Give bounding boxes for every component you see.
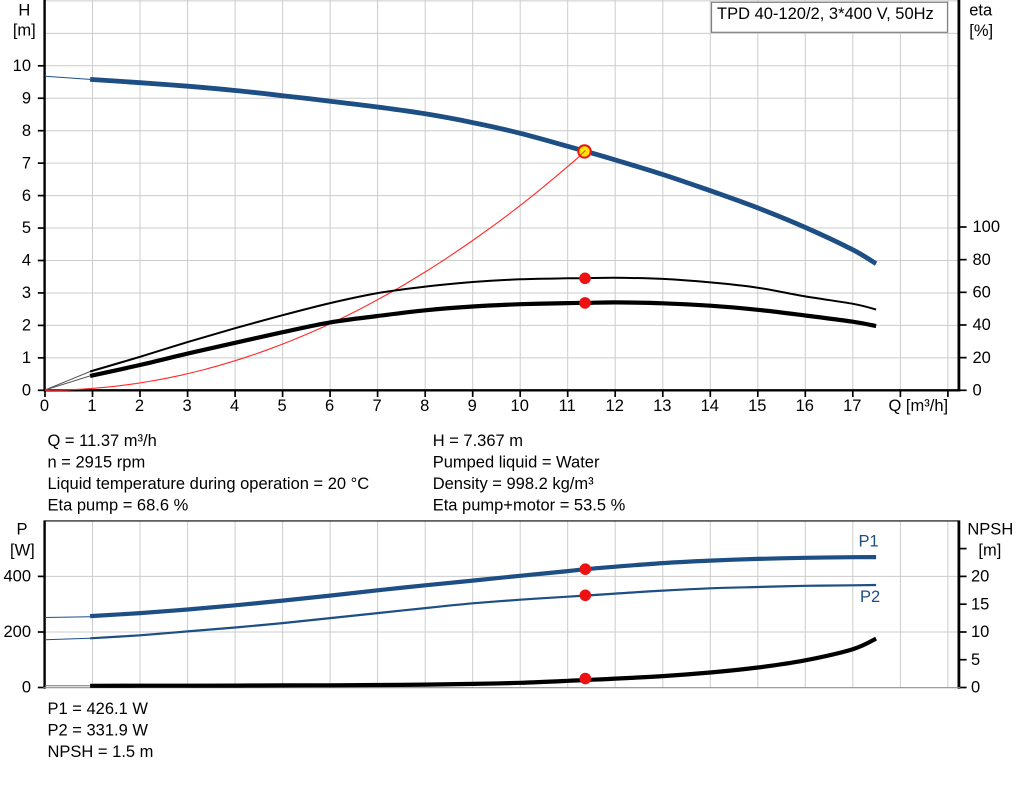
svg-text:n = 2915 rpm: n = 2915 rpm — [48, 454, 146, 472]
svg-text:5: 5 — [278, 397, 287, 415]
svg-text:8: 8 — [420, 397, 429, 415]
svg-text:[W]: [W] — [10, 541, 35, 559]
svg-text:[%]: [%] — [969, 22, 993, 40]
svg-text:10: 10 — [13, 57, 31, 75]
svg-text:7: 7 — [22, 154, 31, 172]
svg-text:Pumped liquid = Water: Pumped liquid = Water — [433, 454, 600, 472]
svg-text:Eta pump+motor = 53.5 %: Eta pump+motor = 53.5 % — [433, 496, 626, 514]
svg-text:400: 400 — [3, 568, 31, 586]
svg-text:11: 11 — [559, 397, 576, 415]
svg-text:1: 1 — [87, 397, 96, 415]
svg-text:eta: eta — [969, 1, 993, 19]
svg-text:2: 2 — [22, 317, 31, 335]
svg-text:[m]: [m] — [13, 22, 36, 40]
svg-text:100: 100 — [973, 218, 1001, 236]
svg-text:3: 3 — [22, 284, 31, 302]
svg-text:0: 0 — [22, 679, 31, 697]
svg-text:1: 1 — [22, 349, 31, 367]
svg-text:Q [m³/h]: Q [m³/h] — [889, 397, 949, 415]
svg-text:6: 6 — [22, 187, 31, 205]
svg-text:5: 5 — [971, 651, 980, 669]
svg-text:4: 4 — [230, 397, 239, 415]
svg-text:P1 = 426.1 W: P1 = 426.1 W — [48, 700, 149, 718]
svg-text:16: 16 — [796, 397, 814, 415]
svg-text:80: 80 — [973, 251, 991, 269]
svg-text:NPSH = 1.5 m: NPSH = 1.5 m — [48, 743, 154, 761]
svg-text:15: 15 — [748, 397, 766, 415]
svg-text:17: 17 — [843, 397, 861, 415]
svg-text:0: 0 — [971, 679, 980, 697]
svg-text:6: 6 — [325, 397, 334, 415]
svg-text:10: 10 — [971, 623, 989, 641]
svg-text:13: 13 — [653, 397, 671, 415]
svg-text:Density = 998.2 kg/m³: Density = 998.2 kg/m³ — [433, 475, 594, 493]
svg-text:P2: P2 — [860, 588, 880, 606]
svg-text:P1: P1 — [859, 533, 879, 551]
svg-text:3: 3 — [183, 397, 192, 415]
svg-text:[m]: [m] — [978, 542, 1001, 560]
svg-text:60: 60 — [973, 284, 991, 302]
svg-text:Q = 11.37 m³/h: Q = 11.37 m³/h — [48, 432, 157, 450]
svg-text:NPSH: NPSH — [967, 521, 1013, 539]
svg-text:12: 12 — [606, 397, 624, 415]
svg-text:Eta pump = 68.6 %: Eta pump = 68.6 % — [48, 496, 189, 514]
svg-text:0: 0 — [973, 382, 982, 400]
svg-text:Liquid temperature during oper: Liquid temperature during operation = 20… — [48, 475, 370, 493]
svg-text:9: 9 — [22, 90, 31, 108]
svg-text:5: 5 — [22, 219, 31, 237]
svg-text:2: 2 — [135, 397, 144, 415]
svg-text:14: 14 — [701, 397, 719, 415]
svg-text:TPD 40-120/2, 3*400 V, 50Hz: TPD 40-120/2, 3*400 V, 50Hz — [717, 5, 934, 23]
svg-text:P: P — [16, 521, 27, 539]
svg-text:15: 15 — [971, 595, 989, 613]
svg-text:0: 0 — [40, 397, 49, 415]
svg-text:9: 9 — [468, 397, 477, 415]
svg-text:H: H — [18, 1, 30, 19]
svg-text:40: 40 — [973, 316, 991, 334]
svg-text:H = 7.367 m: H = 7.367 m — [433, 432, 523, 450]
svg-text:20: 20 — [971, 568, 989, 586]
svg-text:10: 10 — [511, 397, 529, 415]
svg-text:4: 4 — [22, 252, 31, 270]
svg-text:0: 0 — [22, 382, 31, 400]
svg-text:20: 20 — [973, 349, 991, 367]
svg-text:8: 8 — [22, 122, 31, 140]
svg-text:200: 200 — [3, 623, 31, 641]
svg-text:7: 7 — [373, 397, 382, 415]
svg-text:P2 = 331.9 W: P2 = 331.9 W — [48, 721, 149, 739]
